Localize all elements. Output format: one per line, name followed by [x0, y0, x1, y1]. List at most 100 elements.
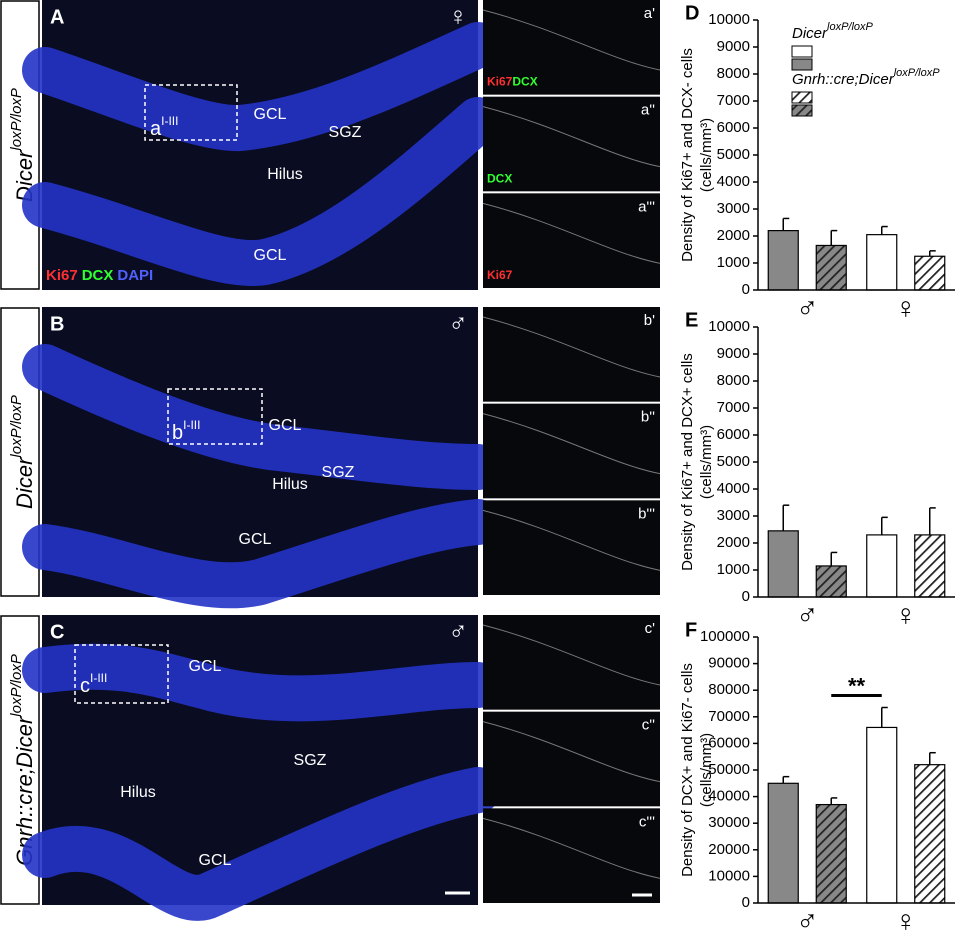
- granule-layer: [22, 767, 501, 921]
- y-tick-label: 0: [742, 894, 750, 911]
- sub-label: b''': [638, 505, 655, 522]
- stain-name: Ki67: [487, 75, 513, 89]
- sex-symbol: ♀: [448, 1, 468, 31]
- y-tick-label: 8000: [717, 372, 750, 389]
- y-axis-unit: (cells/mm³): [698, 118, 715, 192]
- granule-layer: [22, 344, 501, 490]
- sub-micrograph: [483, 307, 660, 402]
- sub-label: c': [645, 620, 656, 637]
- y-axis-label: Density of DCX+ and Ki67- cells: [679, 663, 696, 877]
- sub-stain: DCX: [487, 172, 512, 186]
- y-tick-label: 1000: [717, 561, 750, 578]
- y-tick-label: 1000: [717, 254, 750, 271]
- region-label: Hilus: [272, 476, 308, 493]
- sub-micrograph: [483, 193, 660, 288]
- chart-letter: E: [685, 309, 698, 331]
- x-tick-label: ♂: [796, 292, 819, 325]
- legend-label: DicerloxP/loxP: [792, 21, 874, 42]
- sub-label: a': [644, 5, 655, 22]
- layer-outline: [482, 202, 661, 264]
- granule-layer: [22, 22, 501, 152]
- inset-sup: I-III: [183, 418, 200, 432]
- y-tick-label: 5000: [717, 453, 750, 470]
- bar: [866, 726, 898, 904]
- label-box: [0, 0, 40, 290]
- sub-micrograph: [483, 615, 660, 710]
- genotype-label: DicerloxP/loxP: [8, 88, 37, 202]
- sub-label: a'': [641, 102, 655, 119]
- region-label: GCL: [254, 106, 287, 123]
- sub-label: c'': [642, 717, 655, 734]
- stain-legend: Ki67 DCX DAPI: [46, 267, 153, 284]
- inset-box: [167, 388, 263, 445]
- stain-name: Ki67: [46, 267, 78, 284]
- granule-layer: [22, 499, 501, 609]
- sub-micrograph: [483, 0, 660, 95]
- bar: [815, 244, 847, 291]
- y-tick-label: 50000: [708, 761, 750, 778]
- y-tick-label: 7000: [717, 92, 750, 109]
- granule-layer: [22, 643, 501, 722]
- inset-letter: b: [172, 422, 183, 444]
- legend-sup: loxP/loxP: [894, 67, 941, 79]
- x-tick-label: ♂: [796, 599, 819, 632]
- bar: [815, 565, 847, 598]
- y-tick-label: 10000: [708, 318, 750, 335]
- bar: [815, 803, 847, 904]
- sub-label: a''': [638, 198, 655, 215]
- inset-letter: c: [80, 675, 90, 697]
- y-tick-label: 6000: [717, 426, 750, 443]
- genotype-sup: loxP/loxP: [8, 395, 25, 458]
- panel-letter: A: [50, 6, 64, 28]
- layer-outline: [482, 721, 661, 783]
- sub-stain: Ki67DCX: [487, 75, 538, 89]
- significance-label: **: [848, 673, 866, 698]
- y-tick-label: 8000: [717, 65, 750, 82]
- y-tick-label: 2000: [717, 227, 750, 244]
- y-tick-label: 40000: [708, 788, 750, 805]
- bar: [866, 234, 898, 291]
- y-tick-label: 9000: [717, 38, 750, 55]
- inset-letter: a: [150, 118, 162, 140]
- y-tick-label: 2000: [717, 534, 750, 551]
- legend-swatch: [791, 58, 813, 71]
- stain-name: Ki67: [487, 268, 513, 282]
- panel-letter: B: [50, 313, 64, 335]
- inset-sup: I-III: [161, 114, 178, 128]
- genotype-label: DicerloxP/loxP: [8, 395, 37, 509]
- layer-outline: [482, 9, 661, 71]
- chart-letter: D: [685, 2, 699, 24]
- bar: [914, 764, 946, 904]
- x-tick-label: ♀: [895, 292, 918, 325]
- bar: [767, 530, 799, 598]
- y-tick-label: 30000: [708, 814, 750, 831]
- x-tick-label: ♀: [895, 599, 918, 632]
- y-axis-label: Density of Ki67+ and DCX- cells: [679, 48, 696, 262]
- region-label: Hilus: [267, 166, 303, 183]
- sub-label: c''': [639, 813, 655, 830]
- inset-label: aI-III: [150, 114, 178, 140]
- inset-box: [74, 644, 169, 704]
- y-tick-label: 10000: [708, 11, 750, 28]
- y-tick-label: 100000: [700, 628, 750, 645]
- region-label: Hilus: [120, 784, 156, 801]
- legend-swatch: [791, 45, 813, 58]
- region-label: SGZ: [329, 124, 362, 141]
- region-label: GCL: [239, 531, 272, 548]
- y-tick-label: 4000: [717, 480, 750, 497]
- region-label: SGZ: [322, 464, 355, 481]
- y-axis-unit: (cells/mm³): [698, 425, 715, 499]
- sub-micrograph: [483, 96, 660, 192]
- region-label: GCL: [189, 658, 222, 675]
- sub-label: b'': [641, 409, 655, 426]
- legend-name: Gnrh::cre;Dicer: [792, 71, 895, 88]
- y-tick-label: 6000: [717, 119, 750, 136]
- sub-micrograph: [483, 808, 660, 903]
- y-axis-unit: (cells/mm³): [698, 733, 715, 807]
- x-tick-label: ♀: [895, 905, 918, 937]
- layer-outline: [482, 624, 661, 686]
- legend-swatch: [791, 104, 813, 117]
- bar: [914, 534, 946, 598]
- legend-label: Gnrh::cre;DicerloxP/loxP: [792, 67, 940, 88]
- inset-sup: I-III: [90, 671, 107, 685]
